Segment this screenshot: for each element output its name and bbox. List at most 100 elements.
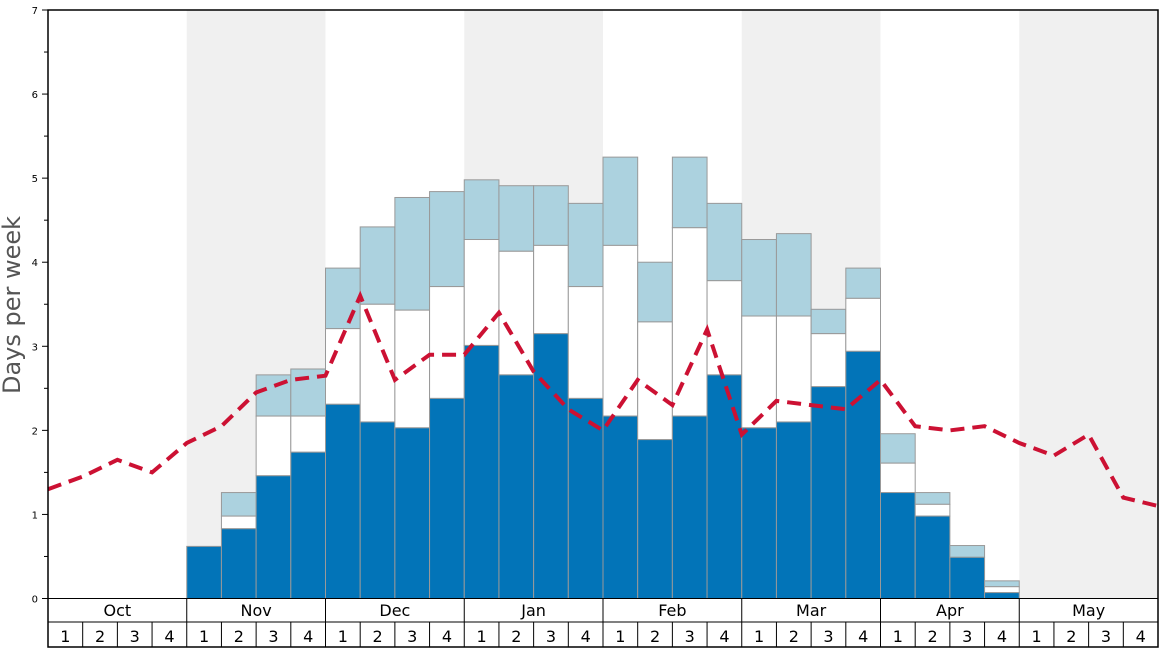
week-label: 4 xyxy=(997,627,1007,646)
month-label: Dec xyxy=(379,601,410,620)
bar-middle xyxy=(463,239,500,346)
week-label: 1 xyxy=(893,627,903,646)
bar-middle xyxy=(984,586,1020,594)
y-tick-label: 1 xyxy=(32,510,38,521)
bar-bottom xyxy=(429,397,465,599)
week-label: 4 xyxy=(719,627,729,646)
week-label: 2 xyxy=(511,627,521,646)
bar-bottom xyxy=(741,427,777,599)
y-axis-title: Days per week xyxy=(0,216,26,394)
x-axis: Oct Nov Dec Jan Feb Mar Apr May 1 2 3 4 1 2 3 4 1 2 3 4 1 2 3 4… xyxy=(48,598,1158,647)
bar-middle xyxy=(567,286,604,399)
bar-bottom xyxy=(255,475,292,599)
bars xyxy=(186,156,1020,600)
bar-top xyxy=(429,191,465,288)
month-label: Mar xyxy=(796,601,827,620)
bar-bottom xyxy=(637,439,673,600)
bar-top xyxy=(567,202,604,288)
month-label: Nov xyxy=(241,601,272,620)
bar-top xyxy=(220,492,257,517)
bar-top xyxy=(845,267,881,299)
week-label: 2 xyxy=(927,627,937,646)
bar-bottom xyxy=(220,528,257,599)
bar-top xyxy=(602,156,639,246)
trend-line xyxy=(47,290,1159,508)
bar-middle xyxy=(255,415,292,477)
week-label: 3 xyxy=(546,627,556,646)
week-label: 4 xyxy=(858,627,868,646)
bar-middle xyxy=(706,280,743,376)
bar-middle xyxy=(429,286,465,399)
bar-top xyxy=(325,267,361,330)
bar-bottom xyxy=(914,515,951,599)
bar-middle xyxy=(671,227,708,417)
week-label: 1 xyxy=(477,627,487,646)
week-label: 4 xyxy=(442,627,452,646)
y-tick-label: 2 xyxy=(32,426,38,437)
month-label: May xyxy=(1072,601,1105,620)
bar-top xyxy=(463,179,500,241)
month-label: Apr xyxy=(936,601,964,620)
bar-middle xyxy=(220,515,257,530)
week-label: 3 xyxy=(130,627,140,646)
bar-bottom xyxy=(706,374,743,599)
bar-middle xyxy=(914,503,951,517)
y-tick-label: 4 xyxy=(32,258,38,269)
bar-bottom xyxy=(567,397,604,599)
week-label: 1 xyxy=(60,627,70,646)
bar-bottom xyxy=(186,545,222,600)
y-tick-label: 6 xyxy=(32,90,38,101)
bar-middle xyxy=(325,328,361,405)
bar-top xyxy=(498,185,535,252)
bar-bottom xyxy=(880,492,916,600)
month-label: Feb xyxy=(658,601,686,620)
bar-top xyxy=(775,233,812,317)
bar-bottom xyxy=(498,374,535,599)
bar-top xyxy=(914,492,951,505)
week-label: 1 xyxy=(615,627,625,646)
week-label: 3 xyxy=(407,627,417,646)
bar-middle xyxy=(498,250,535,376)
bar-top xyxy=(810,308,847,335)
y-tick-label: 3 xyxy=(32,342,38,353)
week-label: 4 xyxy=(1136,627,1146,646)
y-tick-label: 5 xyxy=(32,174,38,185)
bar-bottom xyxy=(533,333,569,599)
week-label: 2 xyxy=(1066,627,1076,646)
week-label: 3 xyxy=(962,627,972,646)
bar-top xyxy=(394,196,431,311)
bar-top xyxy=(359,226,396,305)
bar-bottom xyxy=(463,344,500,599)
week-label: 3 xyxy=(823,627,833,646)
bar-bottom xyxy=(671,415,708,599)
bar-middle xyxy=(637,321,673,441)
bar-top xyxy=(949,545,986,558)
bar-top xyxy=(671,156,708,229)
bar-bottom xyxy=(949,556,986,599)
week-label: 4 xyxy=(164,627,174,646)
week-label: 4 xyxy=(303,627,313,646)
plot-frame xyxy=(47,9,1159,648)
week-label: 3 xyxy=(1101,627,1111,646)
y-tick-label: 7 xyxy=(32,6,38,17)
month-label: Oct xyxy=(104,601,132,620)
y-tick-label: 0 xyxy=(32,595,38,606)
bar-bottom xyxy=(775,421,812,600)
bar-bottom xyxy=(845,350,881,599)
bar-middle xyxy=(810,333,847,388)
bar-bottom xyxy=(359,421,396,600)
week-label: 1 xyxy=(338,627,348,646)
week-label: 2 xyxy=(789,627,799,646)
bar-top xyxy=(741,239,777,317)
month-shade-may xyxy=(1019,10,1158,599)
week-label: 3 xyxy=(268,627,278,646)
bar-middle xyxy=(845,297,881,352)
bar-middle xyxy=(741,315,777,429)
bar-bottom xyxy=(810,386,847,600)
trend-line-layer xyxy=(47,290,1159,508)
week-label: 2 xyxy=(234,627,244,646)
bar-middle xyxy=(775,315,812,423)
week-label: 2 xyxy=(372,627,382,646)
bar-top xyxy=(637,261,673,323)
